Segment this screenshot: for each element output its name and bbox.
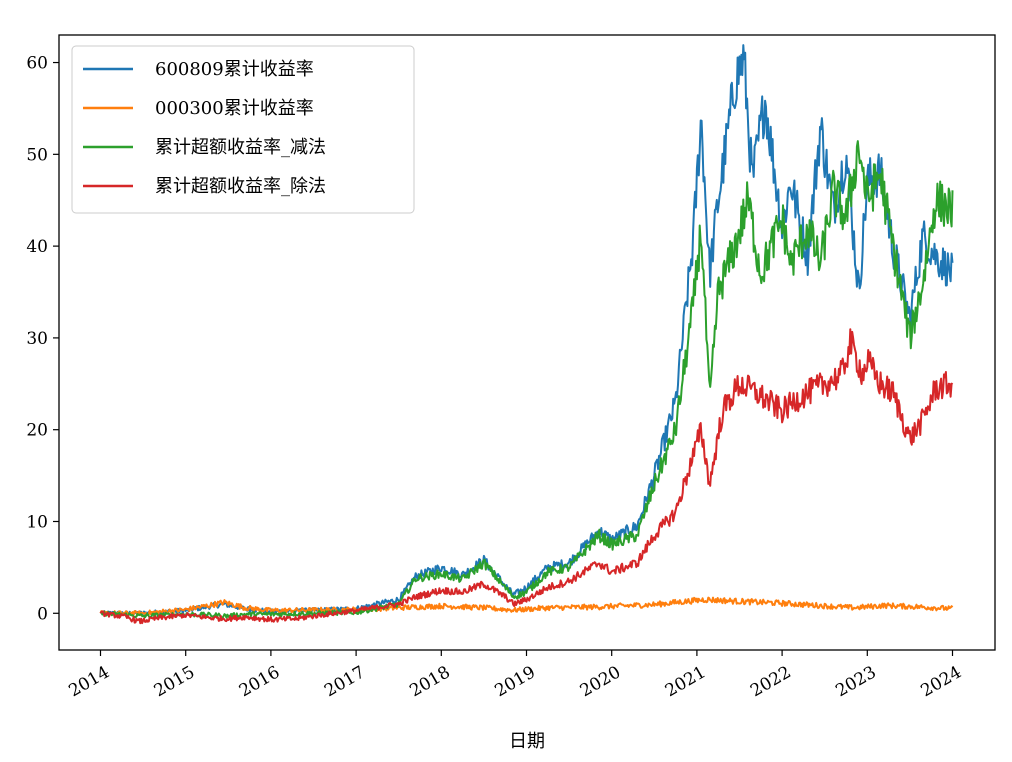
y-tick-label: 50 — [26, 145, 48, 165]
y-tick-label: 20 — [26, 421, 48, 441]
y-tick-label: 30 — [26, 329, 48, 349]
y-tick-label: 0 — [37, 604, 48, 624]
legend-label: 累计超额收益率_减法 — [155, 137, 326, 158]
series-line-2 — [99, 596, 954, 617]
x-axis-title: 日期 — [509, 731, 545, 752]
legend-label: 600809累计收益率 — [155, 59, 314, 80]
plot-area-frame — [58, 34, 996, 651]
y-tick-label: 10 — [26, 512, 48, 532]
legend-label: 000300累计收益率 — [155, 98, 314, 119]
legend-items: 600809累计收益率 000300累计收益率累计超额收益率_减法累计超额收益率_… — [83, 59, 326, 197]
y-tick-label: 60 — [26, 54, 48, 74]
series-line-3 — [99, 140, 954, 619]
legend-box — [71, 45, 415, 214]
series-layer — [99, 44, 954, 625]
legend: 600809累计收益率 000300累计收益率累计超额收益率_减法累计超额收益率_… — [71, 45, 415, 214]
y-tick-label: 40 — [26, 237, 48, 257]
legend-label: 累计超额收益率_除法 — [155, 176, 326, 197]
series-line-4 — [99, 328, 954, 625]
